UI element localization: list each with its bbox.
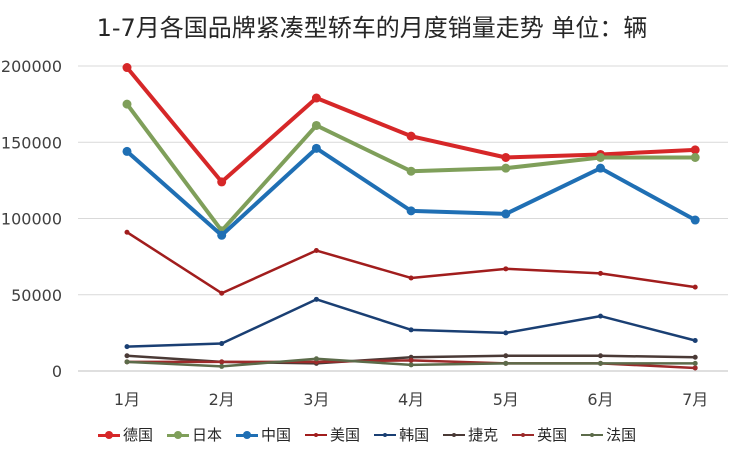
x-tick-label: 2月	[209, 390, 235, 409]
data-point	[122, 63, 132, 73]
legend-swatch	[98, 430, 120, 440]
legend-label: 法国	[606, 426, 637, 444]
y-tick-label: 0	[52, 362, 62, 381]
data-point	[692, 338, 698, 343]
data-point	[122, 99, 132, 109]
legend-label: 美国	[330, 426, 361, 444]
line-chart: 0 50000 100000 150000 200000 1月 2月 3月 4月 5月 6月 7月	[1, 57, 728, 409]
data-point	[408, 275, 414, 281]
data-point	[596, 153, 605, 162]
data-point	[124, 229, 130, 235]
legend-label: 英国	[537, 426, 568, 444]
data-point	[598, 270, 603, 276]
series-line-3	[126, 231, 696, 295]
data-point	[219, 290, 225, 296]
y-tick-label: 50000	[11, 286, 62, 305]
y-tick-label: 150000	[1, 133, 62, 152]
data-point	[122, 146, 132, 156]
data-point	[217, 230, 227, 240]
legend: 德国 日本 中国 美国 韩国 捷克 英国 法国	[98, 424, 636, 445]
legend-item: 美国	[305, 424, 360, 445]
data-point	[124, 344, 130, 350]
data-point	[408, 357, 414, 363]
legend-label: 捷克	[468, 426, 499, 444]
data-point	[598, 313, 603, 319]
legend-item: 日本	[167, 424, 222, 445]
x-tick-label: 4月	[398, 390, 424, 409]
x-tick-label: 1月	[114, 390, 140, 409]
data-point	[692, 354, 698, 360]
legend-label: 日本	[192, 426, 223, 444]
data-point	[598, 360, 603, 366]
data-point	[217, 177, 227, 187]
data-point	[311, 143, 321, 153]
data-point	[503, 330, 509, 336]
legend-item: 捷克	[443, 424, 498, 445]
data-point	[501, 209, 511, 219]
data-point	[692, 360, 698, 366]
data-point	[598, 353, 603, 359]
data-point	[503, 353, 509, 359]
legend-label: 中国	[261, 426, 292, 444]
data-point	[692, 284, 698, 290]
data-point	[311, 93, 321, 103]
legend-label: 德国	[123, 426, 154, 444]
x-tick-label: 5月	[493, 390, 519, 409]
series-line-2	[125, 146, 697, 238]
data-point	[596, 163, 605, 173]
legend-swatch	[236, 430, 259, 440]
legend-swatch	[581, 430, 604, 440]
data-point	[406, 131, 416, 141]
legend-item: 韩国	[374, 424, 429, 445]
legend-item: 英国	[512, 424, 567, 445]
data-point	[501, 163, 511, 173]
data-point	[313, 296, 319, 302]
data-point	[313, 356, 319, 362]
data-point	[406, 206, 416, 216]
data-point	[690, 215, 700, 225]
y-tick-label: 100000	[1, 210, 62, 229]
data-point	[313, 248, 319, 254]
data-point	[501, 153, 511, 162]
legend-item: 中国	[236, 424, 291, 445]
legend-swatch	[167, 430, 190, 440]
data-point	[503, 360, 509, 366]
data-point	[692, 365, 698, 371]
data-point	[690, 145, 700, 155]
data-point	[311, 120, 321, 130]
chart-title: 1-7月各国品牌紧凑型轿车的月度销量走势 单位：辆	[96, 14, 648, 42]
data-point	[406, 166, 416, 176]
data-point	[219, 363, 225, 369]
legend-label: 韩国	[399, 426, 430, 444]
data-point	[503, 266, 509, 272]
data-point	[124, 359, 130, 365]
data-point	[124, 353, 130, 359]
legend-swatch	[374, 430, 397, 440]
legend-swatch	[443, 430, 466, 440]
y-tick-label: 200000	[1, 57, 62, 76]
data-point	[690, 153, 700, 162]
x-tick-label: 6月	[587, 390, 613, 409]
legend-item: 德国	[98, 424, 153, 445]
x-tick-label: 7月	[682, 390, 708, 409]
data-point	[219, 341, 225, 347]
legend-swatch	[512, 430, 535, 440]
data-point	[219, 359, 225, 365]
legend-swatch	[305, 430, 328, 440]
series-line-0	[125, 66, 696, 184]
data-point	[408, 362, 414, 368]
legend-item: 法国	[581, 424, 636, 445]
data-point	[408, 327, 414, 333]
x-tick-label: 3月	[303, 390, 329, 409]
series-line-4	[126, 298, 696, 348]
